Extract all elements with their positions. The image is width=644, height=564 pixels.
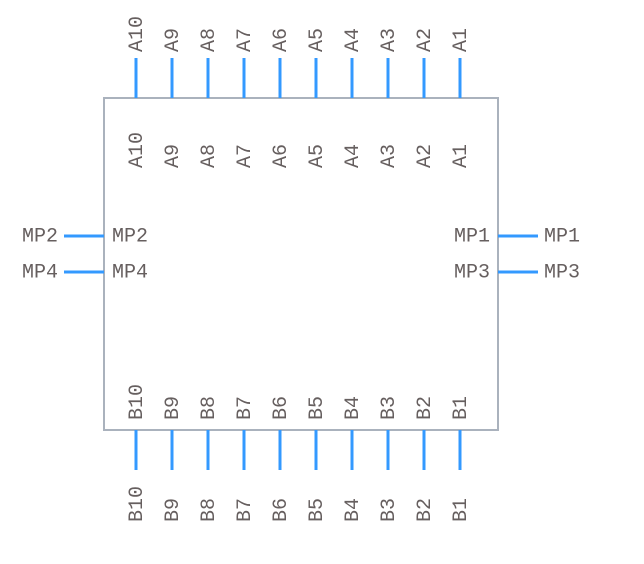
- pin-mp2-outer-label: MP2: [22, 225, 58, 248]
- pin-a4-outer-label: A4: [342, 28, 365, 52]
- component-symbol: A1 A1 A2 A2 A3 A3 A4 A4 A5 A5 A6 A6 A7 A7 A8 A8 A9 A9 A10 A…: [0, 0, 644, 564]
- pin-a4-inner-label: A4: [342, 144, 365, 168]
- pin-b1-outer-label: B1: [450, 498, 473, 522]
- pin-a1-outer-label: A1: [450, 28, 473, 52]
- pin-b6-outer-label: B6: [270, 498, 293, 522]
- pin-b6-inner-label: B6: [270, 396, 293, 420]
- pin-b10-outer-label: B10: [126, 486, 149, 522]
- pin-b7-inner-label: B7: [234, 396, 257, 420]
- pin-a9-inner-label: A9: [162, 144, 185, 168]
- pin-a1-inner-label: A1: [450, 144, 473, 168]
- pin-a2-inner-label: A2: [414, 144, 437, 168]
- pin-a3-inner-label: A3: [378, 144, 401, 168]
- pin-b5-outer-label: B5: [306, 498, 329, 522]
- pin-b4-inner-label: B4: [342, 396, 365, 420]
- pin-a9-outer-label: A9: [162, 28, 185, 52]
- pin-b2-outer-label: B2: [414, 498, 437, 522]
- pin-mp3-outer-label: MP3: [544, 261, 580, 284]
- pin-b1-inner-label: B1: [450, 396, 473, 420]
- pin-a5-inner-label: A5: [306, 144, 329, 168]
- pin-b9-outer-label: B9: [162, 498, 185, 522]
- pin-b3-inner-label: B3: [378, 396, 401, 420]
- pin-mp1-inner-label: MP1: [454, 225, 490, 248]
- pin-b4-outer-label: B4: [342, 498, 365, 522]
- pin-a6-inner-label: A6: [270, 144, 293, 168]
- pin-b3-outer-label: B3: [378, 498, 401, 522]
- pin-a7-outer-label: A7: [234, 28, 257, 52]
- pin-a6-outer-label: A6: [270, 28, 293, 52]
- pin-b9-inner-label: B9: [162, 396, 185, 420]
- pin-mp4-inner-label: MP4: [112, 261, 148, 284]
- pin-a7-inner-label: A7: [234, 144, 257, 168]
- pin-b5-inner-label: B5: [306, 396, 329, 420]
- pin-a3-outer-label: A3: [378, 28, 401, 52]
- pin-a8-inner-label: A8: [198, 144, 221, 168]
- pin-b8-inner-label: B8: [198, 396, 221, 420]
- pin-b7-outer-label: B7: [234, 498, 257, 522]
- pin-mp3-inner-label: MP3: [454, 261, 490, 284]
- pin-b8-outer-label: B8: [198, 498, 221, 522]
- pin-a5-outer-label: A5: [306, 28, 329, 52]
- pin-b2-inner-label: B2: [414, 396, 437, 420]
- pin-a2-outer-label: A2: [414, 28, 437, 52]
- pin-mp4-outer-label: MP4: [22, 261, 58, 284]
- pin-mp2-inner-label: MP2: [112, 225, 148, 248]
- pin-a10-outer-label: A10: [126, 16, 149, 52]
- pin-a8-outer-label: A8: [198, 28, 221, 52]
- pin-a10-inner-label: A10: [126, 132, 149, 168]
- pin-b10-inner-label: B10: [126, 384, 149, 420]
- pin-mp1-outer-label: MP1: [544, 225, 580, 248]
